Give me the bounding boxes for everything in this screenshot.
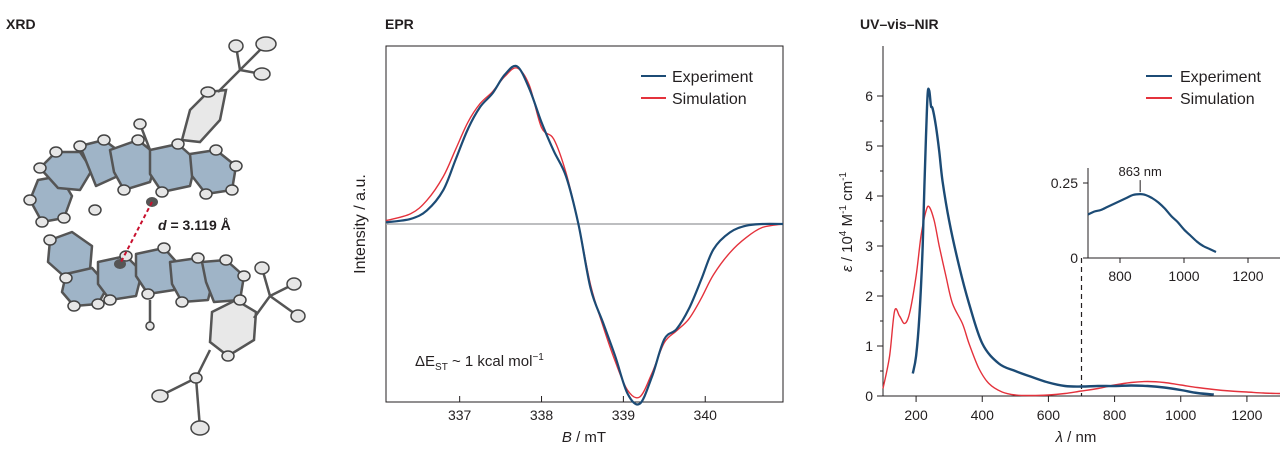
uv-inset-y-tick-label-0: 0 [1070,250,1078,266]
uv-y-tick-label-0: 0 [865,388,873,404]
epr-series-line-simulation [385,67,784,399]
epr-x-tick-label-337: 337 [448,407,472,423]
uv-inset-peak-annotation: 863 nm [1118,164,1161,179]
uv-inset-chart: 800 1000 1200 0 0.25 863 nm [1051,164,1280,284]
uv-y-tick-label-4: 4 [865,188,873,204]
uv-series-line-experiment [911,87,1214,396]
uv-y-tick-label-5: 5 [865,138,873,154]
xrd-crystal-structure: d = 3.119 Å [23,36,306,436]
epr-series-line-experiment [385,64,784,406]
lower-aryl-group [148,267,299,429]
upper-helicene-rings [28,138,238,224]
uv-series-line-simulation [882,205,1280,397]
uv-y-tick-label-6: 6 [865,88,873,104]
epr-legend: Experiment Simulation [641,69,753,108]
epr-x-axis-label: B / mT [562,429,606,446]
uv-series-group [882,87,1280,397]
atom-ellipsoids [23,36,306,436]
epr-x-tick-label-340: 340 [694,407,718,423]
uv-x-tick-label-400: 400 [971,407,995,423]
uv-x-tick-label-600: 600 [1037,407,1061,423]
uv-y-tick-label-3: 3 [865,238,873,254]
uv-legend-label-simulation: Simulation [1180,91,1255,108]
distance-dashed-line [119,201,153,265]
uv-inset-x-tick-label-1200: 1200 [1232,268,1263,284]
uv-y-tick-label-2: 2 [865,288,873,304]
uv-panel-title: UV–vis–NIR [860,16,939,32]
uv-x-tick-label-1000: 1000 [1165,407,1196,423]
uv-axis-ticks: 200 400 600 800 1000 1200 0 1 2 3 4 5 6 [865,88,1262,423]
epr-x-tick-label-339: 339 [612,407,636,423]
uv-x-axis-label: λ / nm [1055,429,1097,446]
epr-series-group [385,64,784,406]
uv-x-tick-label-800: 800 [1103,407,1127,423]
upper-aryl-group [138,43,267,151]
epr-x-ticks: 337 338 339 340 [448,396,717,423]
epr-legend-label-simulation: Simulation [672,91,747,108]
uv-inset-y-tick-label-1: 0.25 [1051,175,1078,191]
epr-panel-title: EPR [385,16,414,32]
epr-chart: 337 338 339 340 Intensity / a.u. B / mT ΔES… [352,45,784,446]
xrd-panel-title: XRD [6,16,36,32]
uv-legend: Experiment Simulation [1146,69,1261,108]
uv-x-tick-label-200: 200 [904,407,928,423]
contact-atom-lower [114,259,126,269]
epr-annotation-delta-est: ΔEST ~ 1 kcal mol−1 [415,352,544,373]
uv-inset-series-line-experiment [1087,192,1217,254]
distance-label: d = 3.119 Å [158,217,231,233]
uv-inset-x-tick-label-800: 800 [1108,268,1132,284]
epr-legend-label-experiment: Experiment [672,69,753,86]
uv-y-tick-label-1: 1 [865,338,873,354]
epr-y-axis-label: Intensity / a.u. [352,174,369,274]
uv-chart: 200 400 600 800 1000 1200 0 1 2 3 4 5 6 λ / nm ε / 1… [838,46,1280,446]
lower-helicene-rings [46,230,246,308]
uv-inset-series-group [1087,192,1217,254]
uv-inset-x-tick-label-1000: 1000 [1168,268,1199,284]
uv-x-tick-label-1200: 1200 [1231,407,1262,423]
epr-x-tick-label-338: 338 [530,407,554,423]
uv-inset-ticks: 800 1000 1200 0 0.25 [1051,175,1264,284]
uv-legend-label-experiment: Experiment [1180,69,1261,86]
uv-y-axis-label: ε / 104 M-1 cm-1 [838,172,856,272]
